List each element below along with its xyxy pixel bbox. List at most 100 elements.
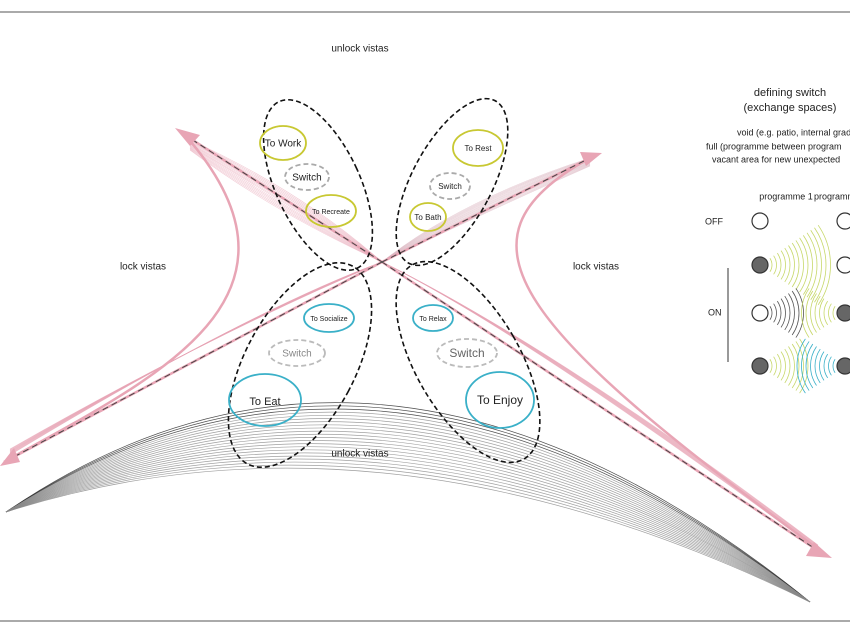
line bbox=[806, 232, 818, 298]
line bbox=[795, 341, 804, 391]
line bbox=[823, 300, 829, 326]
line bbox=[5, 411, 811, 603]
line bbox=[832, 358, 836, 374]
line bbox=[5, 449, 811, 603]
space-label: To Recreate bbox=[312, 209, 350, 216]
line bbox=[189, 142, 383, 263]
line bbox=[814, 348, 821, 384]
line bbox=[819, 298, 825, 328]
line bbox=[819, 351, 825, 381]
legend-column: programm bbox=[814, 191, 850, 201]
line bbox=[795, 240, 804, 290]
line bbox=[805, 290, 814, 336]
line bbox=[189, 146, 383, 263]
space-label: To Enjoy bbox=[477, 393, 523, 407]
line bbox=[381, 159, 591, 263]
ring bbox=[452, 129, 504, 167]
line bbox=[769, 305, 773, 321]
space-label: Switch bbox=[292, 173, 321, 184]
arrow-head bbox=[175, 128, 200, 146]
ring bbox=[284, 163, 330, 191]
legend-arcs bbox=[769, 224, 836, 394]
circle bbox=[751, 212, 769, 230]
line bbox=[189, 147, 383, 263]
ring bbox=[412, 304, 454, 332]
legend-note: full (programme between program bbox=[706, 141, 842, 151]
line bbox=[776, 252, 782, 278]
line bbox=[5, 437, 811, 603]
line bbox=[769, 358, 773, 374]
line bbox=[784, 247, 791, 283]
line bbox=[5, 440, 811, 603]
circle bbox=[836, 304, 850, 322]
ring bbox=[465, 371, 535, 429]
arrow-head bbox=[806, 542, 832, 558]
legend-title: defining switch bbox=[754, 87, 826, 99]
circle bbox=[836, 212, 850, 230]
arrow-head bbox=[0, 448, 20, 466]
line bbox=[5, 405, 811, 603]
ring bbox=[259, 125, 307, 161]
line bbox=[780, 298, 786, 328]
legend-note: vacant area for new unexpected bbox=[712, 154, 840, 164]
circle bbox=[751, 357, 769, 375]
ring bbox=[305, 194, 357, 228]
arrow-heads bbox=[0, 128, 832, 558]
line bbox=[5, 455, 811, 603]
ring bbox=[303, 303, 355, 333]
line bbox=[5, 443, 811, 603]
line bbox=[189, 140, 383, 263]
vista-labels: unlock vistas unlock vistas lock vistas … bbox=[120, 44, 619, 460]
line bbox=[784, 348, 791, 384]
vista-label: lock vistas bbox=[573, 262, 619, 273]
line bbox=[5, 421, 811, 603]
ring bbox=[409, 202, 447, 232]
vista-label: unlock vistas bbox=[331, 449, 388, 460]
line bbox=[776, 353, 782, 379]
line bbox=[788, 245, 795, 285]
ring bbox=[268, 339, 326, 367]
space-label: To Eat bbox=[249, 396, 280, 408]
space-label: Switch bbox=[449, 346, 484, 360]
line bbox=[5, 452, 811, 603]
line bbox=[776, 300, 782, 326]
line bbox=[814, 227, 827, 303]
line bbox=[810, 230, 822, 300]
line bbox=[5, 424, 811, 603]
legend: defining switch (exchange spaces) void (… bbox=[705, 87, 850, 394]
line bbox=[817, 224, 831, 306]
line bbox=[5, 433, 811, 603]
line bbox=[189, 148, 383, 263]
line bbox=[780, 351, 786, 381]
curve bbox=[3, 134, 240, 464]
space-label: To Relax bbox=[419, 316, 447, 323]
space-label: To Bath bbox=[414, 213, 441, 222]
space-label: Switch bbox=[282, 349, 311, 360]
line bbox=[773, 255, 777, 275]
petal bbox=[227, 261, 373, 469]
space-rings bbox=[228, 125, 535, 429]
space-label: To Socialize bbox=[310, 316, 347, 323]
line bbox=[381, 158, 591, 263]
line bbox=[5, 464, 811, 603]
line bbox=[828, 356, 832, 376]
line bbox=[189, 149, 383, 263]
line bbox=[805, 343, 814, 389]
line bbox=[773, 303, 777, 323]
legend-state: OFF bbox=[705, 216, 723, 226]
legend-note: void (e.g. patio, internal grade bbox=[737, 127, 850, 137]
line bbox=[773, 356, 777, 376]
fan-lines bbox=[5, 139, 819, 603]
line bbox=[5, 446, 811, 603]
line bbox=[9, 261, 383, 450]
line bbox=[381, 158, 591, 263]
legend-state: ON bbox=[708, 307, 722, 317]
line bbox=[810, 346, 817, 386]
line bbox=[5, 418, 811, 603]
line bbox=[381, 159, 591, 263]
line bbox=[791, 290, 800, 336]
line bbox=[5, 414, 811, 603]
arrow-head bbox=[580, 152, 602, 166]
line bbox=[5, 408, 811, 603]
circle bbox=[751, 304, 769, 322]
